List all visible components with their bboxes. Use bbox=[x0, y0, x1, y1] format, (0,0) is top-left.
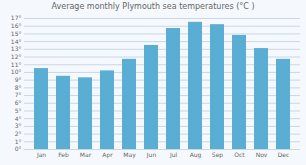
svg-text:9°: 9° bbox=[15, 76, 22, 83]
svg-text:Jun: Jun bbox=[146, 151, 157, 159]
html-text:Average monthly Plymouth sea t: Average monthly Plymouth sea temperature… bbox=[51, 2, 255, 11]
svg-text:7°: 7° bbox=[15, 91, 22, 98]
svg-text:14°: 14° bbox=[11, 38, 22, 45]
svg-text:11°: 11° bbox=[11, 61, 22, 68]
svg-text:8°: 8° bbox=[15, 84, 22, 91]
svg-text:16°: 16° bbox=[11, 22, 22, 29]
svg-text:3°: 3° bbox=[15, 122, 22, 129]
svg-text:Sep: Sep bbox=[212, 151, 224, 159]
svg-text:Aug: Aug bbox=[190, 151, 202, 159]
svg-text:Nov: Nov bbox=[256, 151, 268, 158]
svg-text:12°: 12° bbox=[11, 53, 22, 60]
svg-text:15°: 15° bbox=[11, 30, 22, 37]
svg-text:5°: 5° bbox=[15, 107, 22, 114]
svg-text:13°: 13° bbox=[11, 45, 22, 52]
svg-text:0°: 0° bbox=[15, 145, 22, 152]
svg-text:Jul: Jul bbox=[169, 151, 178, 159]
svg-text:May: May bbox=[123, 151, 136, 159]
svg-text:1°: 1° bbox=[15, 138, 22, 145]
svg-text:Jan: Jan bbox=[36, 151, 46, 159]
svg-text:Oct: Oct bbox=[234, 151, 245, 158]
svg-text:Feb: Feb bbox=[58, 151, 69, 158]
svg-text:Dec: Dec bbox=[278, 151, 290, 158]
svg-text:Mar: Mar bbox=[80, 151, 92, 158]
svg-text:Apr: Apr bbox=[102, 151, 113, 159]
svg-text:4°: 4° bbox=[15, 115, 22, 122]
svg-text:10°: 10° bbox=[11, 68, 22, 75]
svg-text:17°: 17° bbox=[11, 14, 22, 21]
svg-text:6°: 6° bbox=[15, 99, 22, 106]
svg-text:2°: 2° bbox=[15, 130, 22, 137]
